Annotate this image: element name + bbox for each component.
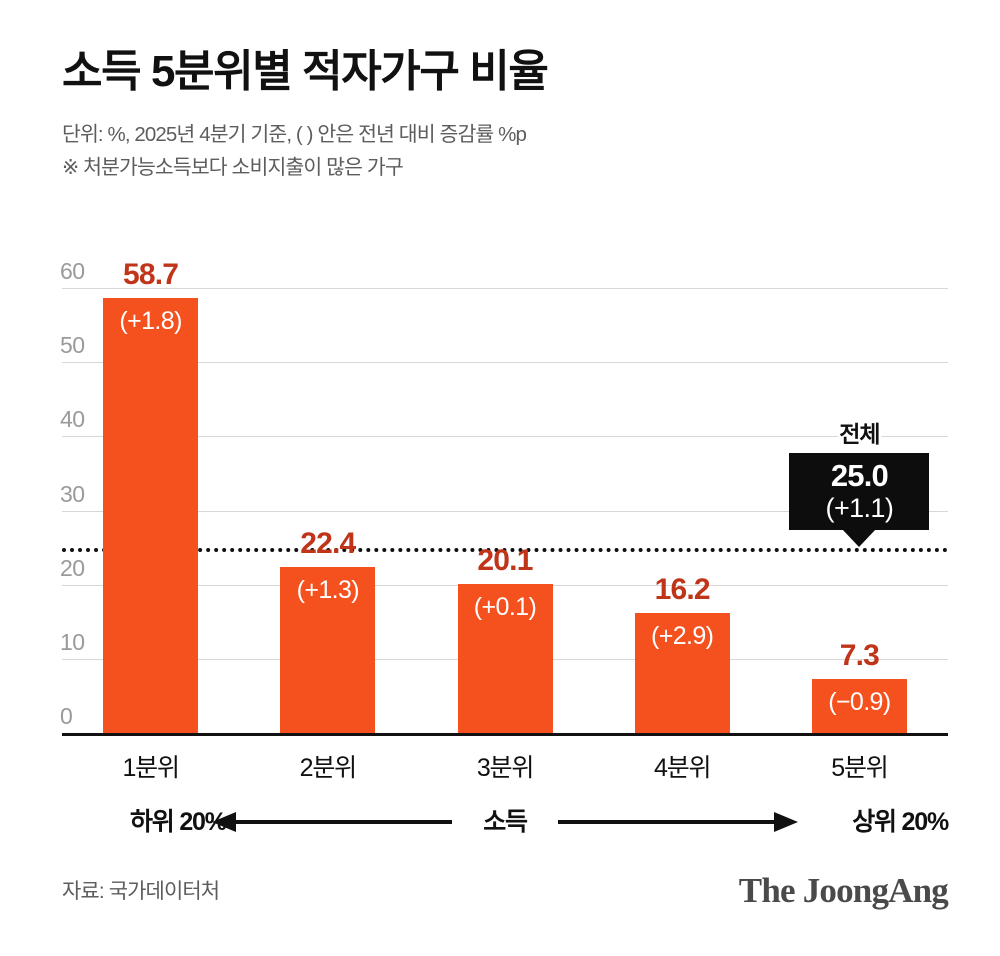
footer: 자료: 국가데이터처 The JoongAng [62, 871, 949, 922]
page-title: 소득 5분위별 적자가구 비율 [62, 47, 549, 96]
subtitle-units: 단위: %, 2025년 4분기 기준, ( ) 안은 전년 대비 증감률 %p [62, 122, 527, 146]
bar-group[interactable]: 7.3 (−0.9) [811, 288, 907, 733]
subtitle-block: 단위: %, 2025년 4분기 기준, ( ) 안은 전년 대비 증감률 %p… [62, 118, 952, 184]
range-arrow-graphic [212, 812, 798, 832]
bar-series: 58.7 (+1.8) 22.4 (+1.3) 20.1 (+0.1) 16.2 (+2.9)… [62, 258, 948, 733]
bar-delta-label: (+1.3) [296, 575, 360, 604]
bar-delta-label: (−0.9) [828, 687, 891, 716]
x-axis-label: 2분위 [299, 754, 358, 782]
bar[interactable] [634, 612, 730, 733]
x-axis-label: 5분위 [831, 754, 889, 782]
bar-group[interactable]: 58.7 (+1.8) [103, 258, 199, 733]
bar-value-label: 20.1 [477, 543, 533, 577]
bar-delta-label: (+1.8) [119, 306, 182, 335]
bar[interactable] [811, 678, 907, 733]
range-label-income: 소득 [483, 808, 528, 836]
x-axis-label: 4분위 [654, 754, 712, 782]
arrow-right-icon [774, 812, 798, 832]
subtitle-note: ※ 처분가능소득보다 소비지출이 많은 가구 [62, 155, 404, 179]
header: 소득 5분위별 적자가구 비율 단위: %, 2025년 4분기 기준, ( )… [62, 48, 952, 184]
arrow-left-icon [212, 812, 236, 832]
bar[interactable] [280, 566, 376, 733]
x-axis-label: 1분위 [122, 754, 180, 782]
bar-group[interactable]: 16.2 (+2.9) [634, 288, 730, 733]
bar-delta-label: (+2.9) [650, 621, 714, 650]
bar-value-label: 7.3 [839, 638, 880, 672]
range-label-low: 하위 20% [130, 808, 227, 836]
x-axis-labels: 1분위 2분위 3분위 4분위 5분위 [62, 748, 948, 788]
bar-value-label: 16.2 [654, 572, 711, 606]
range-label-high: 상위 20% [852, 808, 949, 836]
axis-baseline [62, 733, 948, 736]
bar-group[interactable]: 20.1 (+0.1) [457, 288, 553, 733]
bar-delta-label: (+0.1) [473, 592, 537, 621]
source-label: 자료: 국가데이터처 [62, 880, 220, 903]
x-axis-label: 3분위 [476, 754, 535, 782]
bar-value-label: 58.7 [122, 257, 179, 291]
income-range-annotation: 하위 20% 소득 상위 20% [62, 800, 949, 844]
bar[interactable] [457, 583, 553, 733]
bar-group[interactable]: 22.4 (+1.3) [280, 288, 376, 733]
publisher-logo: The JoongAng [738, 871, 949, 910]
bar[interactable] [103, 297, 199, 733]
bar-value-label: 22.4 [300, 526, 356, 560]
